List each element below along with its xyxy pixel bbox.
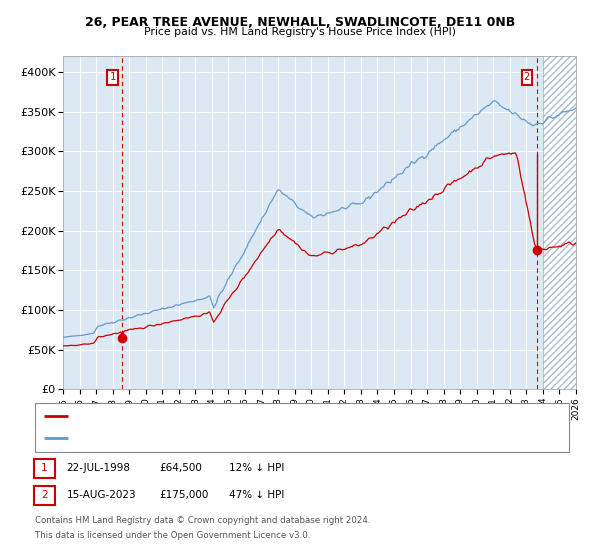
- Text: £64,500: £64,500: [160, 464, 202, 473]
- Text: Price paid vs. HM Land Registry's House Price Index (HPI): Price paid vs. HM Land Registry's House …: [144, 27, 456, 38]
- Text: 26, PEAR TREE AVENUE, NEWHALL, SWADLINCOTE, DE11 0NB (detached house): 26, PEAR TREE AVENUE, NEWHALL, SWADLINCO…: [74, 412, 452, 421]
- Text: Contains HM Land Registry data © Crown copyright and database right 2024.: Contains HM Land Registry data © Crown c…: [35, 516, 370, 525]
- Text: 1: 1: [41, 464, 47, 473]
- Text: HPI: Average price, detached house, South Derbyshire: HPI: Average price, detached house, Sout…: [74, 433, 332, 442]
- Text: 12% ↓ HPI: 12% ↓ HPI: [229, 464, 284, 473]
- Text: 47% ↓ HPI: 47% ↓ HPI: [229, 491, 284, 500]
- Text: 26, PEAR TREE AVENUE, NEWHALL, SWADLINCOTE, DE11 0NB: 26, PEAR TREE AVENUE, NEWHALL, SWADLINCO…: [85, 16, 515, 29]
- Text: £175,000: £175,000: [160, 491, 209, 500]
- Text: 1: 1: [109, 72, 115, 82]
- Text: This data is licensed under the Open Government Licence v3.0.: This data is licensed under the Open Gov…: [35, 531, 310, 540]
- Text: 2: 2: [524, 72, 530, 82]
- Text: 2: 2: [41, 491, 47, 500]
- Bar: [543, 56, 576, 389]
- Text: 22-JUL-1998: 22-JUL-1998: [67, 464, 131, 473]
- Text: 15-AUG-2023: 15-AUG-2023: [67, 491, 136, 500]
